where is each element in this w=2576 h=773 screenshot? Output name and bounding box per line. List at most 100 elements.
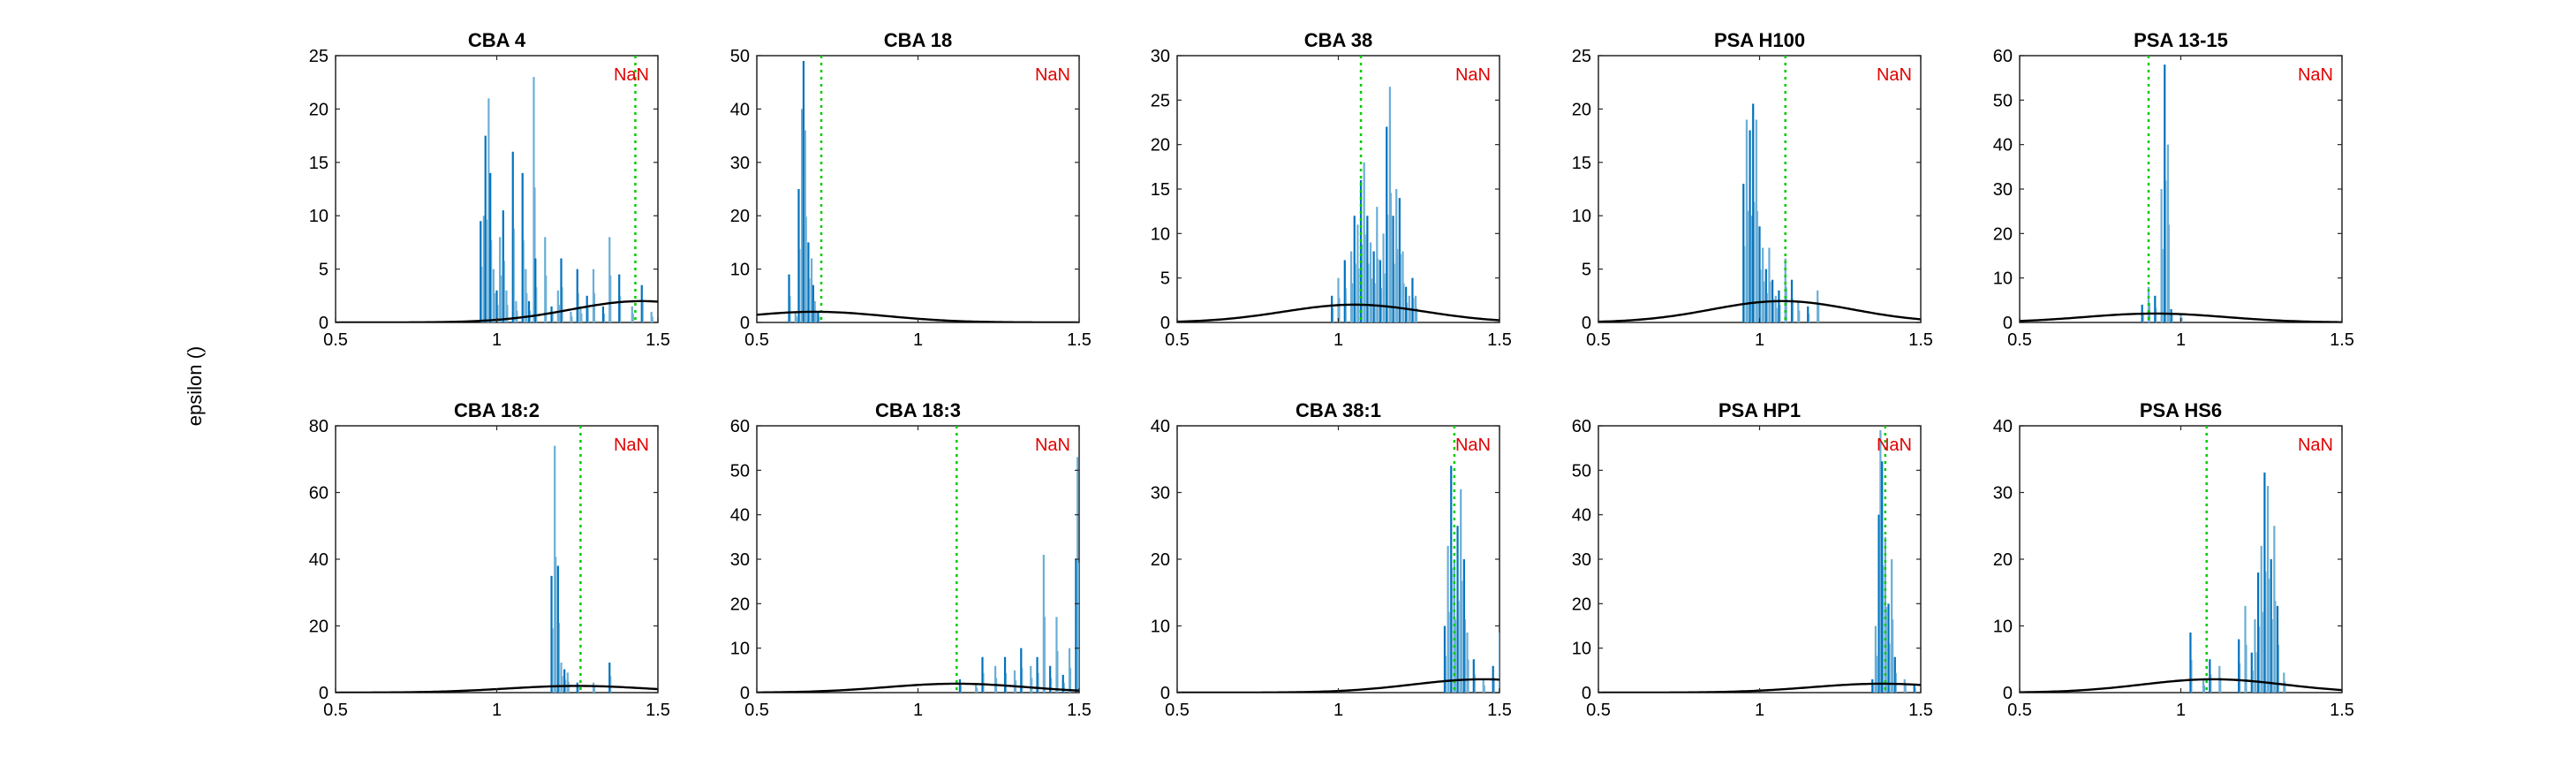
axes-box xyxy=(1176,425,1500,693)
panel-9: 0.5 1 1.5 0 10 20 30 40 50 60 PSA HP1 NaN xyxy=(1572,399,1933,720)
plot-area xyxy=(1177,56,1500,322)
fit-curve xyxy=(2020,312,2342,322)
nan-annotation: NaN xyxy=(614,436,649,455)
x-tick-label: 1.5 xyxy=(2330,701,2354,720)
y-tick-label: 0 xyxy=(319,684,329,703)
fit-curve xyxy=(1598,299,1921,322)
y-tick-label: 30 xyxy=(1151,484,1170,504)
y-tick-label: 5 xyxy=(1160,269,1170,289)
axes-box xyxy=(1598,425,1922,693)
panel-7: 0.5 1 1.5 0 10 20 30 40 50 60 CBA 18:3 NaN xyxy=(730,399,1092,720)
plot-area xyxy=(1598,56,1921,322)
y-tick-label: 0 xyxy=(2003,684,2013,703)
axis-ticks: 0.5 1 1.5 0 10 20 30 40 xyxy=(1993,417,2354,720)
axis-ticks: 0.5 1 1.5 0 10 20 30 40 xyxy=(1151,417,1512,720)
data-series xyxy=(1742,103,1820,322)
panel-title: PSA 13-15 xyxy=(2134,29,2228,51)
y-tick-label: 20 xyxy=(309,100,329,119)
x-tick-label: 1 xyxy=(1755,701,1764,720)
y-tick-label: 30 xyxy=(1993,180,2013,200)
axis-ticks: 0.5 1 1.5 0 10 20 30 40 50 60 xyxy=(1993,47,2354,350)
plot-area xyxy=(2020,426,2342,693)
y-tick-label: 0 xyxy=(740,314,750,333)
y-tick-label: 50 xyxy=(730,461,750,481)
x-tick-label: 0.5 xyxy=(2007,701,2032,720)
y-tick-label: 5 xyxy=(319,261,329,280)
y-tick-label: 15 xyxy=(309,154,329,173)
y-tick-label: 30 xyxy=(1151,47,1170,66)
x-tick-label: 1 xyxy=(2176,330,2186,350)
panel-4: 0.5 1 1.5 0 5 10 15 20 25 PSA H100 NaN xyxy=(1572,29,1933,350)
axis-ticks: 0.5 1 1.5 0 10 20 30 40 50 xyxy=(730,47,1092,350)
y-tick-label: 30 xyxy=(1572,550,1591,570)
plot-area xyxy=(2020,56,2342,322)
y-tick-label: 0 xyxy=(1582,684,1591,703)
x-tick-label: 1.5 xyxy=(1487,701,1512,720)
nan-annotation: NaN xyxy=(2298,65,2333,85)
y-tick-label: 60 xyxy=(730,417,750,436)
y-tick-label: 10 xyxy=(1572,640,1591,659)
y-tick-label: 20 xyxy=(1572,100,1591,119)
axes-box xyxy=(335,55,659,323)
y-tick-label: 0 xyxy=(1582,314,1591,333)
y-tick-label: 10 xyxy=(730,640,750,659)
y-tick-label: 50 xyxy=(1572,461,1591,481)
panel-title: CBA 18:2 xyxy=(454,399,540,421)
x-tick-label: 1 xyxy=(492,330,502,350)
x-tick-label: 1 xyxy=(1333,330,1343,350)
y-tick-label: 20 xyxy=(1993,224,2013,244)
axes-box xyxy=(756,425,1080,693)
panel-2: 0.5 1 1.5 0 10 20 30 40 50 CBA 18 NaN xyxy=(730,29,1092,350)
nan-annotation: NaN xyxy=(1035,65,1070,85)
y-tick-label: 40 xyxy=(730,506,750,526)
axes-box xyxy=(756,55,1080,323)
x-tick-label: 1.5 xyxy=(646,701,670,720)
y-tick-label: 10 xyxy=(730,261,750,280)
fit-curve xyxy=(1177,303,1500,322)
y-tick-label: 10 xyxy=(1993,618,2013,637)
y-tick-label: 10 xyxy=(1151,224,1170,244)
x-tick-label: 1 xyxy=(1755,330,1764,350)
y-tick-label: 0 xyxy=(2003,314,2013,333)
data-series xyxy=(2141,64,2183,322)
panel-title: PSA HS6 xyxy=(2140,399,2222,421)
panel-title: CBA 38 xyxy=(1304,29,1372,51)
x-tick-label: 0.5 xyxy=(1586,701,1611,720)
panel-1: 0.5 1 1.5 0 5 10 15 20 25 CBA 4 NaN xyxy=(309,29,670,350)
y-tick-label: 60 xyxy=(1993,47,2013,66)
y-tick-label: 20 xyxy=(730,595,750,614)
x-tick-label: 1 xyxy=(2176,701,2186,720)
y-tick-label: 40 xyxy=(730,100,750,119)
x-tick-label: 1 xyxy=(913,701,923,720)
nan-annotation: NaN xyxy=(1455,436,1491,455)
axis-ticks: 0.5 1 1.5 0 5 10 15 20 25 xyxy=(309,47,670,350)
x-tick-label: 1.5 xyxy=(1908,701,1933,720)
y-tick-label: 25 xyxy=(1151,91,1170,110)
nan-annotation: NaN xyxy=(2298,436,2333,455)
y-tick-label: 40 xyxy=(1151,417,1170,436)
y-tick-label: 20 xyxy=(1993,550,2013,570)
x-tick-label: 1.5 xyxy=(2330,330,2354,350)
y-tick-label: 20 xyxy=(309,618,329,637)
y-tick-label: 50 xyxy=(1993,91,2013,110)
x-tick-label: 0.5 xyxy=(744,701,769,720)
panel-title: CBA 18 xyxy=(884,29,952,51)
axis-ticks: 0.5 1 1.5 0 10 20 30 40 50 60 xyxy=(730,417,1092,720)
x-tick-label: 0.5 xyxy=(2007,330,2032,350)
axis-ticks: 0.5 1 1.5 0 20 40 60 80 xyxy=(309,417,670,720)
nan-annotation: NaN xyxy=(1877,436,1912,455)
y-tick-label: 10 xyxy=(1572,207,1591,226)
x-tick-label: 1 xyxy=(913,330,923,350)
y-tick-label: 10 xyxy=(1151,618,1170,637)
axis-ticks: 0.5 1 1.5 0 5 10 15 20 25 xyxy=(1572,47,1933,350)
x-tick-label: 1.5 xyxy=(1067,701,1092,720)
y-tick-label: 0 xyxy=(740,684,750,703)
y-tick-label: 0 xyxy=(319,314,329,333)
y-tick-label: 0 xyxy=(1160,314,1170,333)
y-tick-label: 15 xyxy=(1572,154,1591,173)
panel-title: CBA 18:3 xyxy=(875,399,961,421)
y-tick-label: 50 xyxy=(730,47,750,66)
y-tick-label: 60 xyxy=(309,484,329,504)
